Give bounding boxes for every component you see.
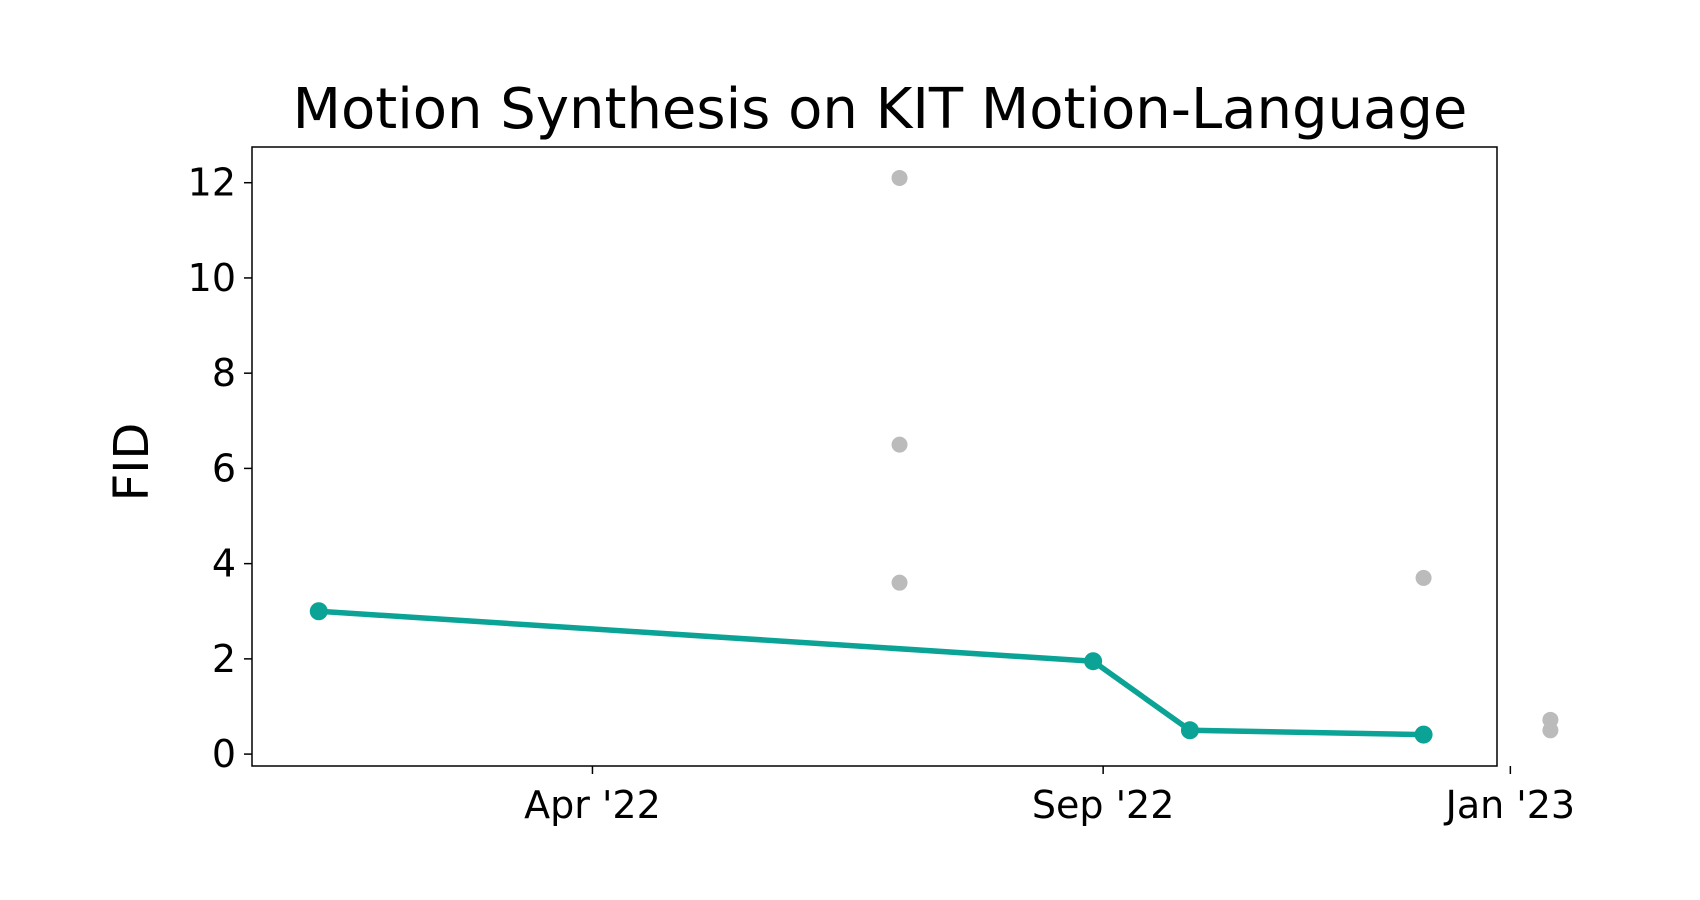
series-layer bbox=[309, 169, 1559, 744]
other-point bbox=[891, 436, 908, 453]
y-axis-label: FID bbox=[104, 423, 160, 502]
other-point bbox=[891, 169, 908, 186]
other-point bbox=[1415, 569, 1432, 586]
x-tick-label: Jan '23 bbox=[1444, 783, 1575, 827]
x-tick-label: Sep '22 bbox=[1032, 783, 1175, 827]
sota-point bbox=[1084, 652, 1103, 671]
y-tick-label: 8 bbox=[212, 351, 236, 395]
other-point bbox=[891, 574, 908, 591]
other-point bbox=[1542, 722, 1559, 739]
y-tick-label: 10 bbox=[188, 256, 236, 300]
sota-line bbox=[318, 608, 1424, 738]
y-tick-label: 0 bbox=[212, 732, 236, 776]
y-axis: 0 2 4 6 8 10 12 bbox=[188, 161, 252, 776]
sota-point bbox=[1414, 725, 1433, 744]
sota-point bbox=[1180, 721, 1199, 740]
y-tick-label: 4 bbox=[212, 542, 236, 586]
x-axis: Apr '22 Sep '22 Jan '23 bbox=[524, 766, 1575, 827]
y-tick-label: 6 bbox=[212, 446, 236, 490]
sota-point bbox=[309, 602, 328, 621]
x-tick-label: Apr '22 bbox=[524, 783, 661, 827]
plot-area bbox=[251, 146, 1498, 767]
chart-title: Motion Synthesis on KIT Motion-Language bbox=[293, 77, 1468, 142]
y-tick-label: 2 bbox=[212, 637, 236, 681]
y-tick-label: 12 bbox=[188, 161, 236, 205]
